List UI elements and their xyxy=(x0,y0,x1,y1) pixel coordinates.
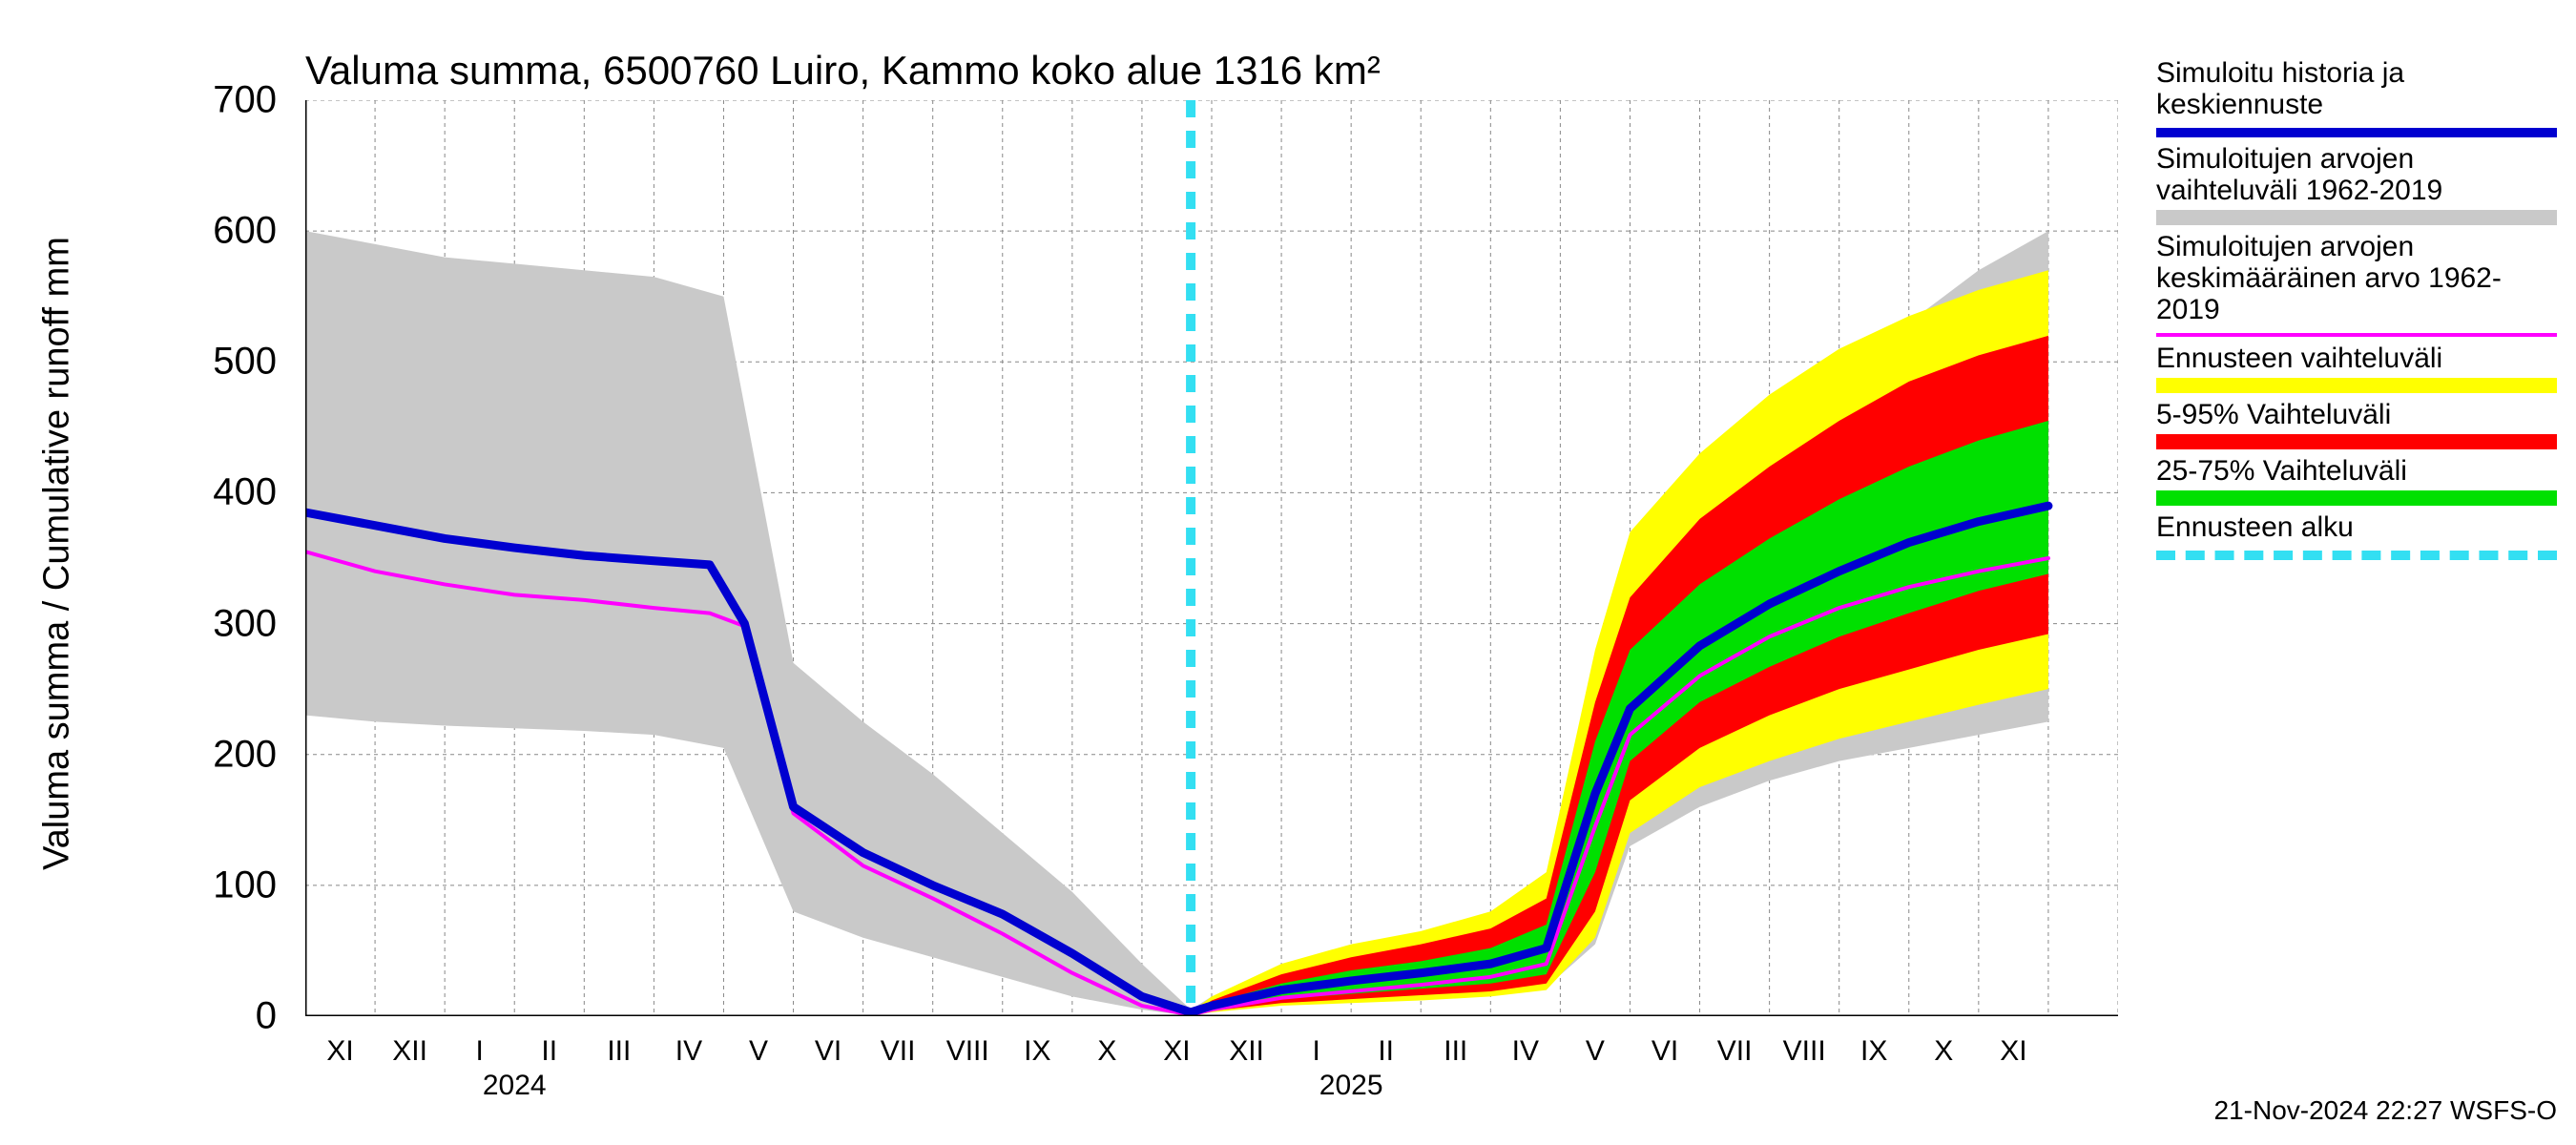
x-year-label: 2024 xyxy=(483,1070,547,1102)
x-tick-label: XI xyxy=(326,1035,353,1068)
x-tick-label: XI xyxy=(1163,1035,1190,1068)
legend-label: Ennusteen alku xyxy=(2156,511,2557,543)
legend-swatch xyxy=(2156,210,2557,225)
y-tick-label: 200 xyxy=(181,733,277,776)
y-tick-label: 400 xyxy=(181,471,277,514)
y-tick-label: 300 xyxy=(181,602,277,645)
legend: Simuloitu historia ja keskiennuste Simulo… xyxy=(2156,57,2557,566)
legend-item: Ennusteen alku xyxy=(2156,511,2557,560)
legend-label: 25-75% Vaihteluväli xyxy=(2156,455,2557,487)
chart-title: Valuma summa, 6500760 Luiro, Kammo koko … xyxy=(305,48,1381,94)
y-tick-label: 600 xyxy=(181,210,277,253)
plot-area xyxy=(305,100,2118,1016)
y-tick-label: 700 xyxy=(181,79,277,122)
plot-svg xyxy=(305,100,2118,1016)
y-tick-label: 500 xyxy=(181,341,277,384)
legend-label: 5-95% Vaihteluväli xyxy=(2156,399,2557,430)
x-tick-label: VII xyxy=(1717,1035,1753,1068)
x-tick-label: VIII xyxy=(1783,1035,1826,1068)
x-tick-label: IV xyxy=(1512,1035,1539,1068)
x-tick-label: II xyxy=(541,1035,557,1068)
x-tick-label: XII xyxy=(392,1035,427,1068)
x-tick-label: VIII xyxy=(946,1035,989,1068)
legend-label: Simuloitujen arvojen vaihteluväli 1962-2… xyxy=(2156,143,2557,206)
legend-item: Ennusteen vaihteluväli xyxy=(2156,343,2557,393)
x-tick-label: VI xyxy=(1652,1035,1678,1068)
legend-item: Simuloitujen arvojen vaihteluväli 1962-2… xyxy=(2156,143,2557,225)
x-year-label: 2025 xyxy=(1319,1070,1383,1102)
legend-item: Simuloitujen arvojen keskimääräinen arvo… xyxy=(2156,231,2557,337)
legend-label: Simuloitu historia ja keskiennuste xyxy=(2156,57,2557,120)
legend-swatch xyxy=(2156,333,2557,337)
footer-timestamp: 21-Nov-2024 22:27 WSFS-O xyxy=(2214,1095,2558,1126)
y-tick-label: 0 xyxy=(181,995,277,1038)
x-tick-label: X xyxy=(1097,1035,1116,1068)
x-tick-label: XII xyxy=(1229,1035,1264,1068)
x-tick-label: III xyxy=(607,1035,631,1068)
chart-container: Valuma summa, 6500760 Luiro, Kammo koko … xyxy=(0,0,2576,1145)
legend-label: Simuloitujen arvojen keskimääräinen arvo… xyxy=(2156,231,2557,325)
legend-swatch xyxy=(2156,551,2557,560)
legend-item: Simuloitu historia ja keskiennuste xyxy=(2156,57,2557,137)
legend-swatch xyxy=(2156,490,2557,506)
x-tick-label: X xyxy=(1934,1035,1953,1068)
x-tick-label: I xyxy=(476,1035,484,1068)
legend-swatch xyxy=(2156,434,2557,449)
x-tick-label: I xyxy=(1312,1035,1319,1068)
x-tick-label: IX xyxy=(1860,1035,1887,1068)
legend-label: Ennusteen vaihteluväli xyxy=(2156,343,2557,374)
x-tick-label: II xyxy=(1378,1035,1394,1068)
legend-item: 5-95% Vaihteluväli xyxy=(2156,399,2557,449)
x-tick-label: IX xyxy=(1024,1035,1050,1068)
x-tick-label: XI xyxy=(2000,1035,2026,1068)
legend-item: 25-75% Vaihteluväli xyxy=(2156,455,2557,506)
y-axis-label: Valuma summa / Cumulative runoff mm xyxy=(37,237,78,870)
x-tick-label: III xyxy=(1444,1035,1467,1068)
legend-swatch xyxy=(2156,128,2557,137)
x-tick-label: VII xyxy=(881,1035,916,1068)
x-tick-label: V xyxy=(749,1035,768,1068)
y-tick-label: 100 xyxy=(181,864,277,906)
x-tick-label: V xyxy=(1586,1035,1605,1068)
x-tick-label: VI xyxy=(815,1035,841,1068)
legend-swatch xyxy=(2156,378,2557,393)
x-tick-label: IV xyxy=(675,1035,702,1068)
